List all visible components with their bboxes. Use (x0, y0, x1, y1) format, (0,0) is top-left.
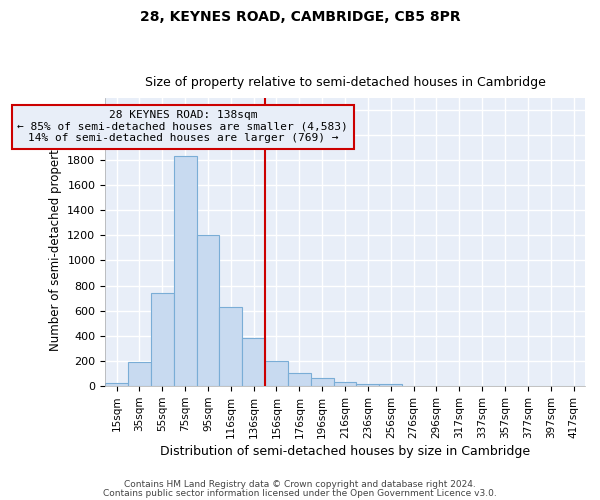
Title: Size of property relative to semi-detached houses in Cambridge: Size of property relative to semi-detach… (145, 76, 545, 90)
Bar (311, 378, 334, 386)
Text: 28, KEYNES ROAD, CAMBRIDGE, CB5 8PR: 28, KEYNES ROAD, CAMBRIDGE, CB5 8PR (140, 10, 460, 24)
Bar (356, 384, 379, 386)
X-axis label: Distribution of semi-detached houses by size in Cambridge: Distribution of semi-detached houses by … (160, 444, 530, 458)
Bar (128, 362, 151, 386)
Y-axis label: Number of semi-detached properties: Number of semi-detached properties (49, 132, 62, 351)
Bar (379, 384, 402, 386)
Bar (173, 156, 197, 386)
Bar (242, 338, 265, 386)
Bar (334, 382, 356, 386)
Bar (105, 382, 128, 386)
Bar (197, 236, 220, 386)
Bar (288, 373, 311, 386)
Text: Contains public sector information licensed under the Open Government Licence v3: Contains public sector information licen… (103, 490, 497, 498)
Bar (265, 360, 288, 386)
Text: 28 KEYNES ROAD: 138sqm
← 85% of semi-detached houses are smaller (4,583)
14% of : 28 KEYNES ROAD: 138sqm ← 85% of semi-det… (17, 110, 348, 144)
Bar (220, 307, 242, 386)
Text: Contains HM Land Registry data © Crown copyright and database right 2024.: Contains HM Land Registry data © Crown c… (124, 480, 476, 489)
Bar (151, 293, 173, 386)
